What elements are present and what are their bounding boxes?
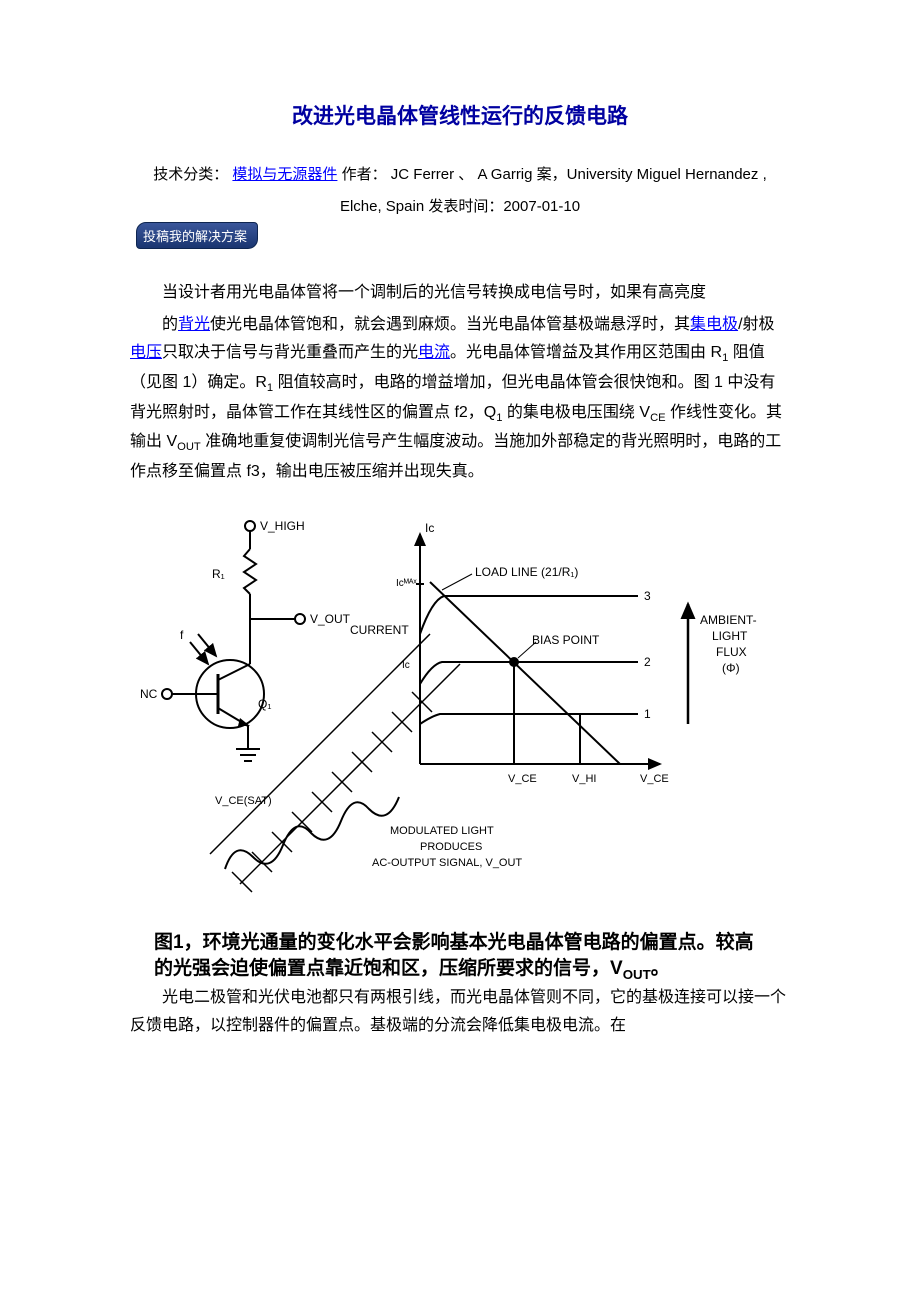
label-vhi: V_HI (572, 773, 596, 785)
figure-1-caption: 图1，环境光通量的变化水平会影响基本光电晶体管电路的偏置点。较高的光强会迫使偏置… (154, 930, 766, 983)
label-vce2: V_CE (640, 773, 669, 785)
figure-1-svg: V_HIGH R₁ V_OUT (140, 504, 780, 924)
label-modulated-3: AC-OUTPUT SIGNAL, V_OUT (372, 857, 522, 869)
label-loadline: LOAD LINE (21/R₁) (475, 565, 578, 579)
article-title: 改进光电晶体管线性运行的反馈电路 (130, 100, 790, 130)
label-biaspoint: BIAS POINT (532, 633, 600, 647)
label-icmax: Iᴄᴹᴬˣ (396, 578, 417, 589)
figure-1: V_HIGH R₁ V_OUT (130, 504, 790, 983)
label-vcesat: V_CE(SAT) (215, 795, 272, 807)
authors: JC Ferrer 、 A Garrig 案，University Miguel… (391, 166, 767, 183)
text-span: /射极 (738, 316, 774, 333)
level-1: 1 (644, 707, 651, 721)
label-ambient-2: LIGHT (712, 629, 748, 643)
label-nc: NC (140, 687, 158, 701)
link-current[interactable]: 电流 (418, 344, 450, 361)
link-voltage[interactable]: 电压 (130, 344, 162, 361)
label-ambient-3: FLUX (716, 645, 747, 659)
category-link[interactable]: 模拟与无源器件 (232, 166, 337, 183)
label-ic: Iᴄ (425, 521, 434, 535)
paragraph-2: 的背光使光电晶体管饱和，就会遇到麻烦。当光电晶体管基极端悬浮时，其集电极/射极电… (130, 311, 790, 486)
label-ambient-4: (Φ) (722, 661, 740, 675)
text-span: 。光电晶体管增益及其作用区范围由 R (450, 344, 722, 361)
level-3: 3 (644, 589, 651, 603)
article-body: 当设计者用光电晶体管将一个调制后的光信号转换成电信号时，如果有高亮度 的背光使光… (130, 279, 790, 1040)
label-modulated-2: PRODUCES (420, 841, 482, 853)
label-f: f (180, 628, 184, 642)
subscript-ce: CE (650, 412, 666, 424)
text-span: 使光电晶体管饱和，就会遇到麻烦。当光电晶体管基极端悬浮时，其 (210, 316, 690, 333)
paragraph-3: 光电二极管和光伏电池都只有两根引线，而光电晶体管则不同，它的基极连接可以接一个反… (130, 984, 790, 1040)
label-q1: Q₁ (258, 697, 271, 711)
label-ambient-1: AMBIENT- (700, 613, 757, 627)
text-span: 准确地重复使调制光信号产生幅度波动。当施加外部稳定的背光照明时，电路的工作点移至… (130, 433, 781, 480)
author-label: 作者： (342, 166, 387, 183)
category-label: 技术分类： (153, 166, 232, 183)
label-modulated-1: MODULATED LIGHT (390, 825, 494, 837)
label-vout: V_OUT (310, 612, 351, 626)
level-2: 2 (644, 655, 651, 669)
label-current: CURRENT (350, 623, 409, 637)
label-r1: R₁ (212, 567, 225, 581)
text-span: 的集电极电压围绕 V (502, 404, 650, 421)
label-vce: V_CE (508, 773, 537, 785)
submit-solution-button[interactable]: 投稿我的解决方案 (136, 222, 258, 249)
subscript-out: OUT (177, 442, 201, 454)
link-collector[interactable]: 集电极 (690, 316, 738, 333)
label-vhigh: V_HIGH (260, 519, 305, 533)
text-span: 只取决于信号与背光重叠而产生的光 (162, 344, 418, 361)
paragraph-1: 当设计者用光电晶体管将一个调制后的光信号转换成电信号时，如果有高亮度 (130, 279, 790, 307)
article-meta-line2: Elche, Spain 发表时间：2007-01-10 (130, 195, 790, 216)
link-backlight[interactable]: 背光 (178, 316, 210, 333)
text-span: 的 (162, 316, 178, 333)
article-meta: 技术分类： 模拟与无源器件 作者： JC Ferrer 、 A Garrig 案… (130, 158, 790, 191)
